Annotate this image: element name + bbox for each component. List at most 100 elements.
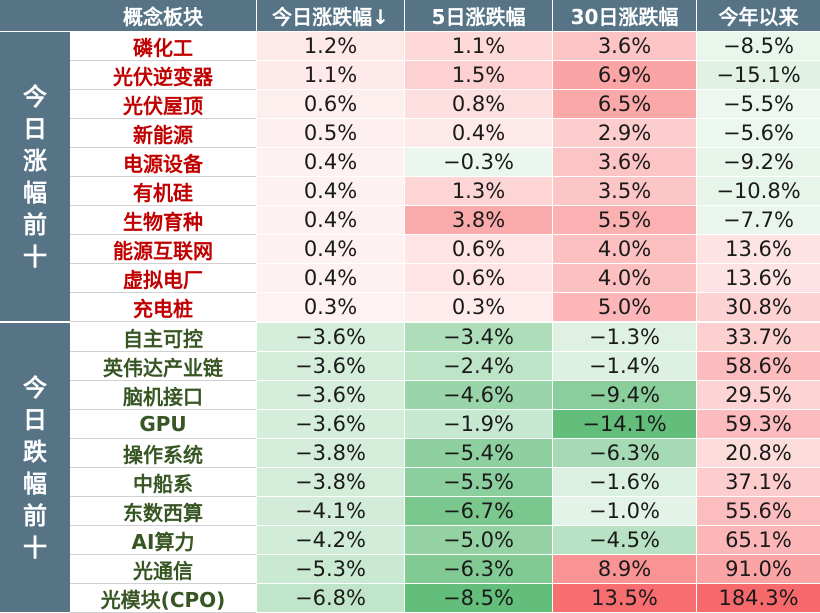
group-label-char: 今 bbox=[23, 373, 47, 402]
value-cell: 55.6% bbox=[696, 497, 820, 526]
value-cell: −1.6% bbox=[552, 468, 696, 497]
value-cell: −4.6% bbox=[404, 381, 552, 410]
value-cell: −10.8% bbox=[696, 177, 820, 206]
header-corner bbox=[0, 0, 70, 31]
group-label-char: 十 bbox=[23, 242, 47, 271]
value-cell: −3.6% bbox=[256, 352, 404, 381]
value-cell: 13.6% bbox=[696, 235, 820, 264]
value-cell: 33.7% bbox=[696, 323, 820, 352]
value-cell: −5.3% bbox=[256, 555, 404, 584]
value-cell: 1.5% bbox=[404, 61, 552, 90]
value-cell: −4.1% bbox=[256, 497, 404, 526]
sector-name: 光模块(CPO) bbox=[70, 584, 256, 613]
value-cell: 59.3% bbox=[696, 410, 820, 439]
value-cell: 0.3% bbox=[404, 293, 552, 322]
value-cell: −1.3% bbox=[552, 323, 696, 352]
value-cell: 1.2% bbox=[256, 32, 404, 61]
sector-name: 东数西算 bbox=[70, 497, 256, 526]
value-cell: 184.3% bbox=[696, 584, 820, 613]
sector-name: AI算力 bbox=[70, 526, 256, 555]
value-cell: 30.8% bbox=[696, 293, 820, 322]
group-label: 今日涨幅前十 bbox=[0, 32, 70, 322]
value-cell: 0.4% bbox=[404, 119, 552, 148]
value-cell: −3.6% bbox=[256, 410, 404, 439]
group-label-char: 跌 bbox=[23, 437, 47, 466]
value-cell: −5.0% bbox=[404, 526, 552, 555]
value-cell: −2.4% bbox=[404, 352, 552, 381]
value-cell: 1.3% bbox=[404, 177, 552, 206]
value-cell: 0.4% bbox=[256, 206, 404, 235]
value-cell: −3.4% bbox=[404, 323, 552, 352]
value-cell: 0.8% bbox=[404, 90, 552, 119]
value-cell: 4.0% bbox=[552, 264, 696, 293]
value-cell: 6.5% bbox=[552, 90, 696, 119]
sector-name: 能源互联网 bbox=[70, 235, 256, 264]
group-label-char: 幅 bbox=[23, 469, 47, 498]
value-cell: 1.1% bbox=[256, 61, 404, 90]
column-header: 今日涨跌幅↓ bbox=[256, 0, 404, 31]
value-cell: −5.6% bbox=[696, 119, 820, 148]
value-cell: 13.6% bbox=[696, 264, 820, 293]
group-label-char: 幅 bbox=[23, 178, 47, 207]
value-cell: −6.7% bbox=[404, 497, 552, 526]
group-label-char: 今 bbox=[23, 82, 47, 111]
group-label: 今日跌幅前十 bbox=[0, 323, 70, 613]
sector-name: 中船系 bbox=[70, 468, 256, 497]
value-cell: −1.9% bbox=[404, 410, 552, 439]
sector-name: 磷化工 bbox=[70, 32, 256, 61]
value-cell: 3.6% bbox=[552, 32, 696, 61]
group-label-char: 十 bbox=[23, 533, 47, 562]
value-cell: 58.6% bbox=[696, 352, 820, 381]
value-cell: −7.7% bbox=[696, 206, 820, 235]
value-cell: −5.5% bbox=[404, 468, 552, 497]
column-header: 今年以来 bbox=[696, 0, 820, 31]
value-cell: 0.4% bbox=[256, 235, 404, 264]
sector-name: 生物育种 bbox=[70, 206, 256, 235]
value-cell: 5.5% bbox=[552, 206, 696, 235]
group-label-char: 涨 bbox=[23, 146, 47, 175]
sector-name: 自主可控 bbox=[70, 323, 256, 352]
group-label-char: 前 bbox=[23, 501, 47, 530]
value-cell: −6.3% bbox=[552, 439, 696, 468]
value-cell: 3.6% bbox=[552, 148, 696, 177]
value-cell: −6.3% bbox=[404, 555, 552, 584]
value-cell: 0.4% bbox=[256, 264, 404, 293]
sector-name: 光伏逆变器 bbox=[70, 61, 256, 90]
value-cell: −4.5% bbox=[552, 526, 696, 555]
sector-name: GPU bbox=[70, 410, 256, 439]
group-label-char: 日 bbox=[23, 405, 47, 434]
value-cell: −5.4% bbox=[404, 439, 552, 468]
value-cell: −15.1% bbox=[696, 61, 820, 90]
value-cell: 8.9% bbox=[552, 555, 696, 584]
value-cell: 3.8% bbox=[404, 206, 552, 235]
value-cell: −5.5% bbox=[696, 90, 820, 119]
value-cell: 0.4% bbox=[256, 177, 404, 206]
value-cell: −1.4% bbox=[552, 352, 696, 381]
value-cell: −1.0% bbox=[552, 497, 696, 526]
sector-name: 电源设备 bbox=[70, 148, 256, 177]
value-cell: 29.5% bbox=[696, 381, 820, 410]
value-cell: 5.0% bbox=[552, 293, 696, 322]
value-cell: −3.8% bbox=[256, 439, 404, 468]
value-cell: 4.0% bbox=[552, 235, 696, 264]
value-cell: 0.5% bbox=[256, 119, 404, 148]
sector-name: 新能源 bbox=[70, 119, 256, 148]
value-cell: −14.1% bbox=[552, 410, 696, 439]
value-cell: 91.0% bbox=[696, 555, 820, 584]
value-cell: 0.6% bbox=[404, 235, 552, 264]
value-cell: −8.5% bbox=[404, 584, 552, 613]
value-cell: 6.9% bbox=[552, 61, 696, 90]
value-cell: −8.5% bbox=[696, 32, 820, 61]
value-cell: −0.3% bbox=[404, 148, 552, 177]
value-cell: 0.6% bbox=[404, 264, 552, 293]
group-label-char: 前 bbox=[23, 210, 47, 239]
sector-name: 英伟达产业链 bbox=[70, 352, 256, 381]
value-cell: 37.1% bbox=[696, 468, 820, 497]
value-cell: 13.5% bbox=[552, 584, 696, 613]
sector-name: 充电桩 bbox=[70, 293, 256, 322]
value-cell: 0.6% bbox=[256, 90, 404, 119]
value-cell: −4.2% bbox=[256, 526, 404, 555]
value-cell: 2.9% bbox=[552, 119, 696, 148]
sector-name: 操作系统 bbox=[70, 439, 256, 468]
